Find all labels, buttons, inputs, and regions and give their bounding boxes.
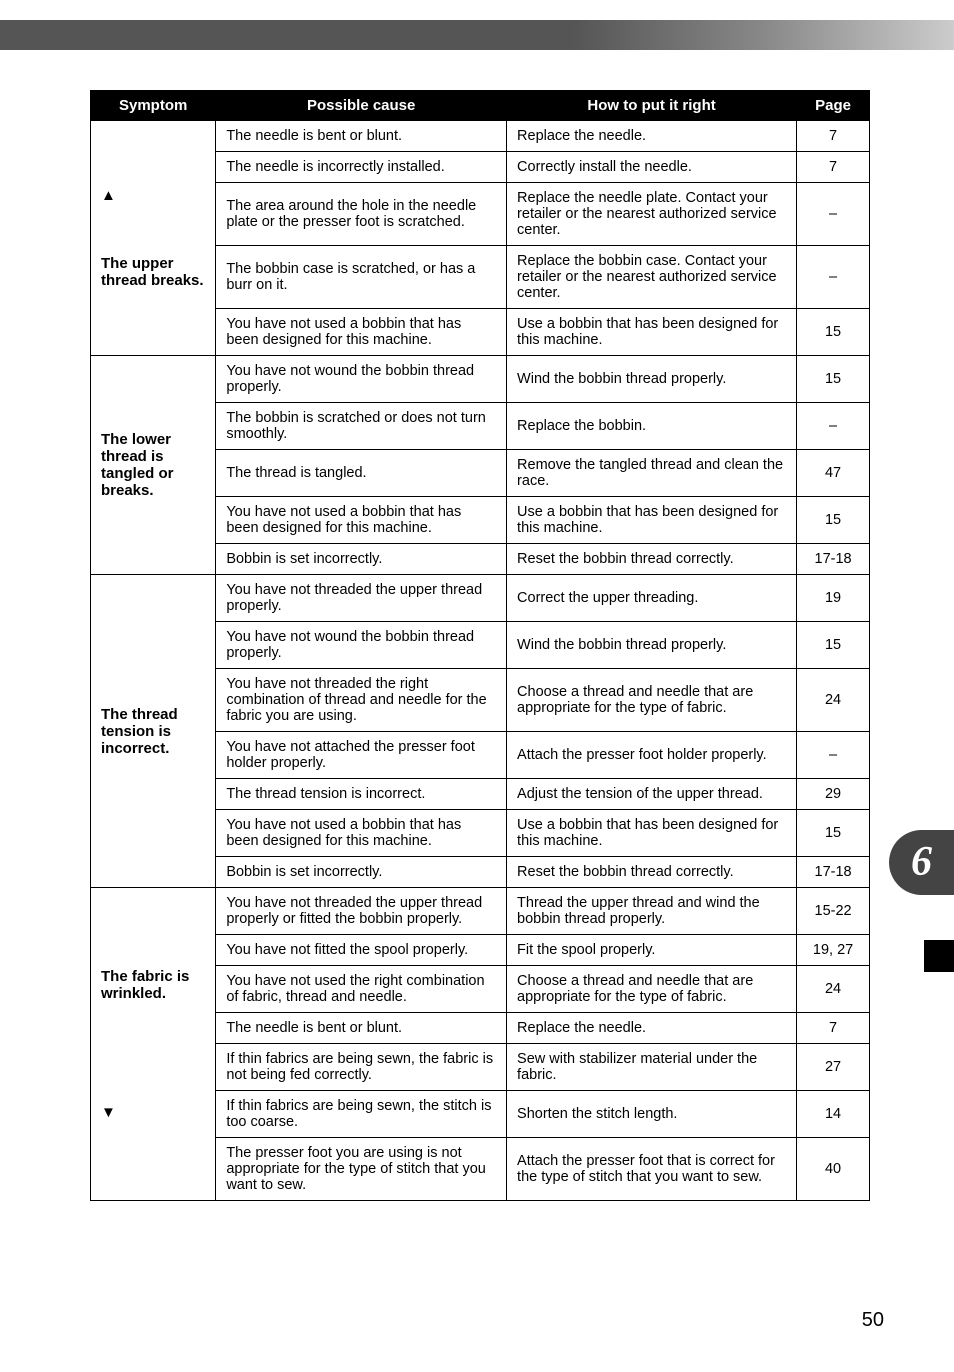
fix-cell: Correctly install the needle. bbox=[507, 152, 797, 183]
fix-cell: Attach the presser foot holder properly. bbox=[507, 732, 797, 779]
page-cell: 15 bbox=[797, 309, 870, 356]
fix-cell: Choose a thread and needle that are appr… bbox=[507, 669, 797, 732]
cause-cell: The needle is bent or blunt. bbox=[216, 121, 507, 152]
troubleshooting-table: Symptom Possible cause How to put it rig… bbox=[90, 90, 870, 1201]
fix-cell: Replace the bobbin. bbox=[507, 403, 797, 450]
fix-cell: Wind the bobbin thread properly. bbox=[507, 622, 797, 669]
fix-cell: Use a bobbin that has been designed for … bbox=[507, 497, 797, 544]
table-row: The lower thread is tangled or breaks.Yo… bbox=[91, 356, 870, 403]
cause-cell: The presser foot you are using is not ap… bbox=[216, 1138, 507, 1201]
table-header-row: Symptom Possible cause How to put it rig… bbox=[91, 91, 870, 121]
fix-cell: Replace the bobbin case. Contact your re… bbox=[507, 246, 797, 309]
fix-cell: Replace the needle. bbox=[507, 121, 797, 152]
header-cause: Possible cause bbox=[216, 91, 507, 121]
fix-cell: Reset the bobbin thread correctly. bbox=[507, 544, 797, 575]
cause-cell: You have not threaded the upper thread p… bbox=[216, 575, 507, 622]
cause-cell: You have not threaded the upper thread p… bbox=[216, 888, 507, 935]
table-row: The fabric is wrinkled.▼You have not thr… bbox=[91, 888, 870, 935]
cause-cell: The bobbin case is scratched, or has a b… bbox=[216, 246, 507, 309]
fix-cell: Shorten the stitch length. bbox=[507, 1091, 797, 1138]
fix-cell: Fit the spool properly. bbox=[507, 935, 797, 966]
symptom-cell: ▲The upper thread breaks. bbox=[91, 121, 216, 356]
cause-cell: The needle is incorrectly installed. bbox=[216, 152, 507, 183]
page-cell: 15 bbox=[797, 810, 870, 857]
fix-cell: Correct the upper threading. bbox=[507, 575, 797, 622]
cause-cell: You have not fitted the spool properly. bbox=[216, 935, 507, 966]
symptom-cell: The thread tension is incorrect. bbox=[91, 575, 216, 888]
page-cell: 19, 27 bbox=[797, 935, 870, 966]
thumb-index-tab bbox=[924, 940, 954, 972]
page-cell: 17-18 bbox=[797, 544, 870, 575]
fix-cell: Adjust the tension of the upper thread. bbox=[507, 779, 797, 810]
page-cell: 19 bbox=[797, 575, 870, 622]
cause-cell: You have not used a bobbin that has been… bbox=[216, 810, 507, 857]
cause-cell: The bobbin is scratched or does not turn… bbox=[216, 403, 507, 450]
top-gradient-bar bbox=[0, 20, 954, 50]
fix-cell: Choose a thread and needle that are appr… bbox=[507, 966, 797, 1013]
fix-cell: Use a bobbin that has been designed for … bbox=[507, 309, 797, 356]
page-cell: 24 bbox=[797, 669, 870, 732]
page-cell: 17-18 bbox=[797, 857, 870, 888]
cause-cell: The needle is bent or blunt. bbox=[216, 1013, 507, 1044]
page-cell: 15 bbox=[797, 497, 870, 544]
page-cell: 7 bbox=[797, 152, 870, 183]
page-cell: 15 bbox=[797, 356, 870, 403]
fix-cell: Replace the needle. bbox=[507, 1013, 797, 1044]
table-row: The thread tension is incorrect.You have… bbox=[91, 575, 870, 622]
cause-cell: If thin fabrics are being sewn, the stit… bbox=[216, 1091, 507, 1138]
page-cell: 40 bbox=[797, 1138, 870, 1201]
page-cell: 47 bbox=[797, 450, 870, 497]
cause-cell: You have not wound the bobbin thread pro… bbox=[216, 356, 507, 403]
cause-cell: Bobbin is set incorrectly. bbox=[216, 544, 507, 575]
symptom-cell: The lower thread is tangled or breaks. bbox=[91, 356, 216, 575]
page-cell: 14 bbox=[797, 1091, 870, 1138]
page-cell: 7 bbox=[797, 121, 870, 152]
cause-cell: You have not threaded the right combinat… bbox=[216, 669, 507, 732]
page-cell: 15 bbox=[797, 622, 870, 669]
fix-cell: Reset the bobbin thread correctly. bbox=[507, 857, 797, 888]
table-row: ▲The upper thread breaks.The needle is b… bbox=[91, 121, 870, 152]
fix-cell: Use a bobbin that has been designed for … bbox=[507, 810, 797, 857]
page-cell: – bbox=[797, 403, 870, 450]
fix-cell: Attach the presser foot that is correct … bbox=[507, 1138, 797, 1201]
page-cell: 29 bbox=[797, 779, 870, 810]
cause-cell: If thin fabrics are being sewn, the fabr… bbox=[216, 1044, 507, 1091]
cause-cell: You have not attached the presser foot h… bbox=[216, 732, 507, 779]
cause-cell: You have not wound the bobbin thread pro… bbox=[216, 622, 507, 669]
header-page: Page bbox=[797, 91, 870, 121]
cause-cell: You have not used a bobbin that has been… bbox=[216, 497, 507, 544]
symptom-cell: The fabric is wrinkled.▼ bbox=[91, 888, 216, 1201]
page-cell: 7 bbox=[797, 1013, 870, 1044]
page-cell: – bbox=[797, 732, 870, 779]
fix-cell: Remove the tangled thread and clean the … bbox=[507, 450, 797, 497]
section-number-tab: 6 bbox=[889, 830, 954, 895]
cause-cell: The thread tension is incorrect. bbox=[216, 779, 507, 810]
fix-cell: Sew with stabilizer material under the f… bbox=[507, 1044, 797, 1091]
header-fix: How to put it right bbox=[507, 91, 797, 121]
cause-cell: You have not used a bobbin that has been… bbox=[216, 309, 507, 356]
page-number: 50 bbox=[862, 1309, 884, 1332]
header-symptom: Symptom bbox=[91, 91, 216, 121]
page-cell: 24 bbox=[797, 966, 870, 1013]
cause-cell: Bobbin is set incorrectly. bbox=[216, 857, 507, 888]
cause-cell: You have not used the right combination … bbox=[216, 966, 507, 1013]
fix-cell: Wind the bobbin thread properly. bbox=[507, 356, 797, 403]
fix-cell: Replace the needle plate. Contact your r… bbox=[507, 183, 797, 246]
page-cell: – bbox=[797, 246, 870, 309]
cause-cell: The area around the hole in the needle p… bbox=[216, 183, 507, 246]
page-cell: – bbox=[797, 183, 870, 246]
page-cell: 15-22 bbox=[797, 888, 870, 935]
fix-cell: Thread the upper thread and wind the bob… bbox=[507, 888, 797, 935]
cause-cell: The thread is tangled. bbox=[216, 450, 507, 497]
page-cell: 27 bbox=[797, 1044, 870, 1091]
